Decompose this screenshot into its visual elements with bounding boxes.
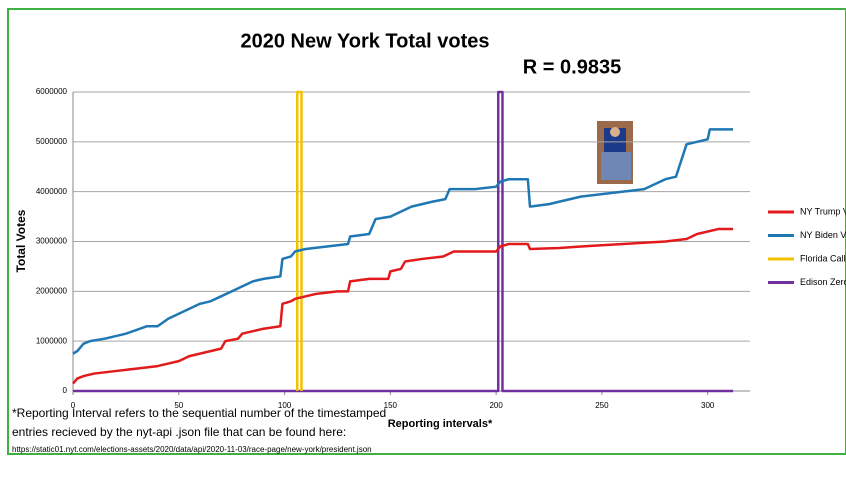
legend-label: NY Biden Votes xyxy=(800,230,846,240)
x-tick-label: 50 xyxy=(174,401,183,410)
legend-label: Edison Zero xyxy=(800,277,846,287)
y-tick-label: 6000000 xyxy=(36,87,68,96)
x-tick-label: 250 xyxy=(595,401,609,410)
series-line xyxy=(73,90,734,393)
y-tick-label: 0 xyxy=(63,386,68,395)
x-tick-label: 0 xyxy=(71,401,76,410)
footnote: *Reporting Interval refers to the sequen… xyxy=(12,406,386,420)
series-line xyxy=(72,128,734,355)
x-tick-label: 300 xyxy=(701,401,715,410)
photo xyxy=(597,121,633,184)
x-tick-label: 100 xyxy=(278,401,292,410)
legend-label: Florida Called xyxy=(800,253,846,263)
footnote: entries recieved by the nyt-api .json fi… xyxy=(12,425,346,439)
y-tick-label: 2000000 xyxy=(36,286,68,295)
y-tick-label: 5000000 xyxy=(36,137,68,146)
y-tick-label: 3000000 xyxy=(36,237,68,246)
legend-label: NY Trump Votes xyxy=(800,206,846,216)
series-line xyxy=(296,90,303,391)
annotation: R = 0.9835 xyxy=(523,56,621,78)
chart-title: 2020 New York Total votes xyxy=(241,30,490,52)
frame xyxy=(7,8,846,455)
y-tick-label: 1000000 xyxy=(36,336,68,345)
y-tick-label: 4000000 xyxy=(36,187,68,196)
x-tick-label: 150 xyxy=(384,401,398,410)
footnote-url: https://static01.nyt.com/elections-asset… xyxy=(12,445,372,454)
series-line xyxy=(72,227,734,385)
x-axis-label: Reporting intervals* xyxy=(388,418,493,430)
x-tick-label: 200 xyxy=(489,401,503,410)
y-axis-label: Total Votes xyxy=(14,209,28,272)
